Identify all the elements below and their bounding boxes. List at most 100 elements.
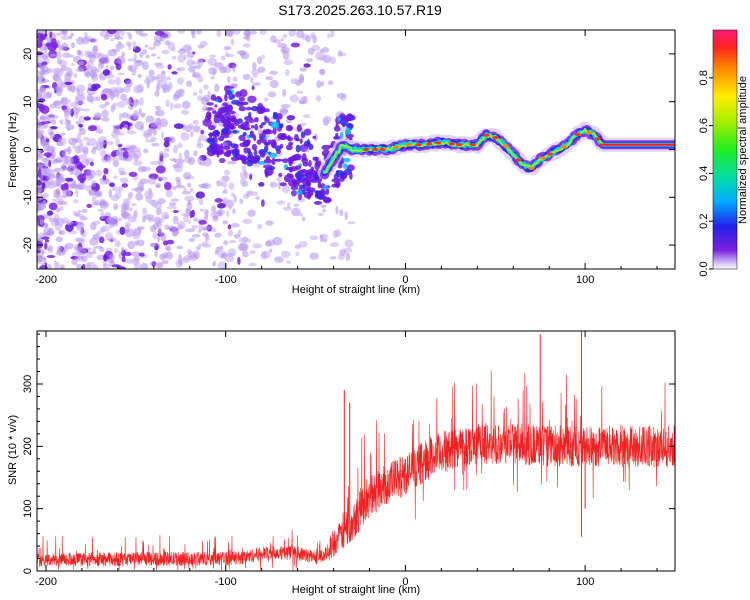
spectrogram-signal-blob	[227, 110, 236, 115]
spectrogram-noise-blob	[37, 109, 41, 115]
spectrogram-noise-blob	[172, 185, 177, 191]
spectrogram-signal-blob	[337, 117, 341, 122]
spectrogram-noise-blob	[197, 243, 203, 247]
spectrogram-noise-blob	[193, 150, 198, 157]
spectrogram-noise-blob	[134, 121, 145, 130]
spectrogram-noise-blob	[37, 75, 46, 84]
snr-frame	[36, 330, 676, 572]
spectrogram-noise-blob	[217, 209, 223, 217]
spectrogram-noise-blob	[195, 191, 205, 199]
snr-axes: -200 -100 0 100 0 100 200 300	[22, 331, 675, 588]
spectrogram-noise-blob	[154, 34, 163, 43]
spectrogram-signal-blob	[238, 154, 246, 158]
spectrogram-signal-blob	[343, 172, 348, 179]
spectrogram-signal-blob	[221, 128, 229, 134]
spectrogram-noise-blob	[73, 184, 84, 190]
spectrogram-noise-blob	[281, 185, 291, 194]
spectrogram-noise-blob	[283, 59, 293, 66]
spectrogram-hot-spot	[586, 131, 593, 135]
spectrogram-noise-blob	[78, 60, 84, 66]
spectrogram-noise-blob	[304, 148, 310, 153]
spectrogram-noise-blob	[39, 116, 49, 120]
spectrogram-noise-blob	[221, 181, 228, 188]
spectrogram-noise-blob	[94, 245, 103, 249]
spectrogram-noise-blob	[116, 150, 123, 158]
spectrogram-noise-blob	[214, 232, 222, 238]
spectrogram-noise-blob	[91, 83, 101, 89]
spectrogram-noise-blob	[164, 182, 172, 191]
spectrogram-noise-blob	[54, 197, 64, 204]
spectrogram-noise-blob	[107, 237, 117, 242]
spectrogram-hot-spot	[594, 137, 601, 141]
spectrogram-noise-blob	[185, 228, 195, 233]
spectrogram-noise-blob	[250, 76, 254, 84]
spectrogram-noise-blob	[210, 212, 215, 217]
spectrogram-signal-blob	[264, 142, 270, 147]
spectrogram-noise-blob	[80, 255, 88, 263]
spectrogram-noise-blob	[39, 192, 44, 201]
spectrogram-noise-blob	[167, 64, 172, 70]
spectrogram-noise-blob	[201, 182, 211, 189]
spectrogram-noise-blob	[118, 251, 122, 259]
spectrogram-noise-blob	[132, 232, 140, 240]
spectrogram-noise-blob	[150, 121, 159, 128]
spectrogram-noise-blob	[109, 182, 115, 188]
spectrogram-hot-spot	[371, 147, 379, 152]
spectrogram-noise-blob	[225, 53, 235, 58]
spectrogram-signal-blob	[238, 134, 246, 141]
spectrogram-signal-blob	[228, 117, 233, 123]
spectrogram-noise-blob	[38, 168, 42, 178]
spectrogram-noise-blob	[318, 212, 324, 217]
spectrogram-noise-blob	[213, 215, 219, 220]
spectrogram-signal-blob	[245, 106, 253, 111]
spectrogram-noise-blob	[187, 199, 191, 205]
spectrogram-noise-blob	[86, 203, 92, 208]
spectrogram-heatmap	[37, 30, 675, 269]
spectrogram-noise-blob	[121, 183, 128, 188]
spectrogram-noise-blob	[37, 179, 42, 186]
spectrogram-signal-blob	[279, 182, 287, 187]
spectrogram-noise-blob	[81, 208, 88, 214]
spectrogram-noise-blob	[184, 195, 195, 202]
spectrogram-noise-blob	[165, 99, 170, 107]
spectrogram-noise-blob	[223, 188, 228, 193]
spectrogram-noise-blob	[180, 213, 190, 217]
spectrogram-noise-blob	[228, 205, 232, 211]
spectrogram-noise-blob	[53, 168, 58, 173]
spectrogram-hot-spot	[456, 143, 463, 147]
spectrogram-noise-blob	[78, 115, 86, 123]
spectrogram-noise-blob	[258, 182, 265, 187]
spectrogram-noise-blob	[81, 108, 90, 112]
spectrogram-noise-blob	[250, 69, 261, 75]
spectrogram-noise-blob	[242, 218, 253, 224]
spectrogram-noise-blob	[181, 190, 192, 195]
spectrogram-noise-blob	[227, 248, 237, 257]
spectrogram-noise-blob	[224, 169, 230, 176]
spectrogram-noise-blob	[98, 236, 105, 244]
spectrogram-noise-blob	[43, 215, 52, 219]
spectrogram-signal-blob	[206, 102, 214, 106]
spectrogram-noise-blob	[44, 223, 48, 228]
spectrogram-noise-blob	[200, 208, 204, 212]
spectrogram-signal-blob	[260, 138, 267, 144]
spectrogram-signal-blob	[251, 125, 255, 129]
spectrogram-noise-blob	[335, 205, 339, 215]
spectrogram-noise-blob	[86, 95, 95, 102]
spectrogram-signal-blob	[263, 158, 272, 164]
spectrogram-noise-blob	[276, 200, 286, 205]
spectrogram-noise-blob	[54, 84, 64, 93]
spectrogram-noise-blob	[201, 241, 209, 247]
spectrogram-signal-blob	[335, 170, 344, 178]
spectrogram-noise-blob	[77, 94, 86, 102]
spectrogram-noise-blob	[53, 259, 58, 269]
spectrogram-noise-blob	[75, 67, 85, 73]
spectrogram-noise-blob	[85, 252, 93, 258]
spectrogram-noise-blob	[248, 262, 257, 267]
spectrogram-noise-blob	[131, 203, 137, 207]
spectrogram-noise-blob	[191, 30, 196, 39]
spectrogram-noise-blob	[261, 199, 265, 207]
spectrogram-noise-blob	[219, 66, 228, 74]
spectrogram-noise-blob	[64, 119, 71, 126]
spectrogram-signal-blob	[288, 126, 293, 131]
spectrogram-noise-blob	[138, 107, 142, 115]
